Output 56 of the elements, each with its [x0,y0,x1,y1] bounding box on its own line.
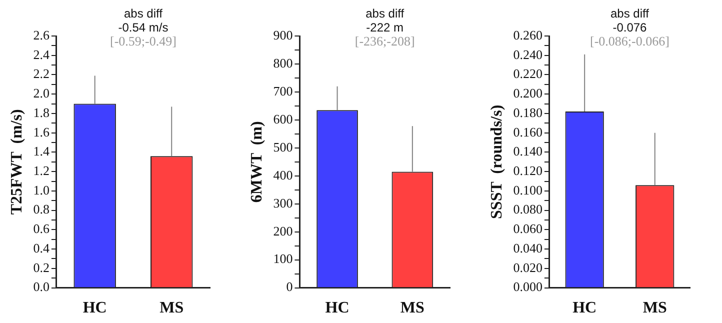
y-tick-label: 0.020 [513,260,542,275]
y-tick-label: 0.180 [513,104,542,120]
y-tick-label: 500 [273,139,293,154]
x-tick-label: HC [325,300,350,317]
y-tick-label: 900 [273,27,293,42]
y-axis-title: 6MWT (m) [248,121,266,203]
y-tick-label: 0.040 [513,240,542,256]
y-tick-label: 0.2 [33,260,50,275]
y-tick-label: 0.140 [513,144,542,159]
x-tick-label: MS [160,300,184,317]
y-tick-label: 0.120 [513,163,542,178]
y-tick-label: 0.4 [33,240,50,256]
x-tick-label: MS [642,300,667,317]
y-tick-label: 1.2 [33,163,50,178]
annotation: [-0.086;-0.066] [590,33,670,48]
y-tick-label: 100 [273,251,293,266]
text: -0.076 [612,20,648,34]
y-tick-label: 0.240 [513,46,542,62]
y-tick-label: 200 [273,223,293,238]
y-tick-label: 0.200 [513,86,542,101]
y-tick-label: 1.6 [33,124,50,140]
y-tick-label: 0.8 [33,202,50,217]
y-axis-title: SSST (rounds/s) [488,104,506,219]
x-tick-label: MS [400,300,425,317]
x-tick-label: HC [82,300,107,317]
text: -222 m [366,20,404,34]
text: -0.54 m/s [118,20,168,34]
text: abs diff [124,6,164,20]
x-tick-label: HC [572,300,597,317]
y-tick-label: 0.160 [513,124,542,140]
text: abs diff [366,6,405,20]
y-tick-label: 2.0 [33,86,50,101]
y-tick-label: 0.0 [33,279,50,294]
y-tick-label: 0.000 [513,279,542,294]
y-tick-label: 1.0 [33,182,50,198]
y-tick-label: 600 [273,111,293,126]
y-tick-label: 0.220 [513,66,542,82]
y-tick-label: 300 [273,195,293,210]
y-tick-label: 0.080 [513,202,542,217]
y-tick-label: 400 [273,167,293,182]
y-tick-label: 0 [286,279,293,294]
y-tick-label: 0.060 [513,221,542,236]
y-tick-label: 700 [273,83,293,98]
y-tick-label: 1.8 [33,104,50,120]
y-tick-label: 800 [273,55,293,70]
y-tick-label: 2.2 [33,66,50,82]
annotation: [-236;-208] [354,33,415,48]
text: abs diff [610,6,650,20]
annotation: [-0.59;-0.49] [110,33,176,48]
y-axis-title: T25FWT (m/s) [8,109,26,215]
y-tick-label: 2.6 [33,27,50,42]
y-tick-label: 0.100 [513,182,542,198]
y-tick-label: 0.6 [33,221,50,236]
y-tick-label: 2.4 [33,46,50,62]
y-tick-label: 1.4 [33,144,50,159]
y-tick-label: 0.260 [513,27,542,42]
